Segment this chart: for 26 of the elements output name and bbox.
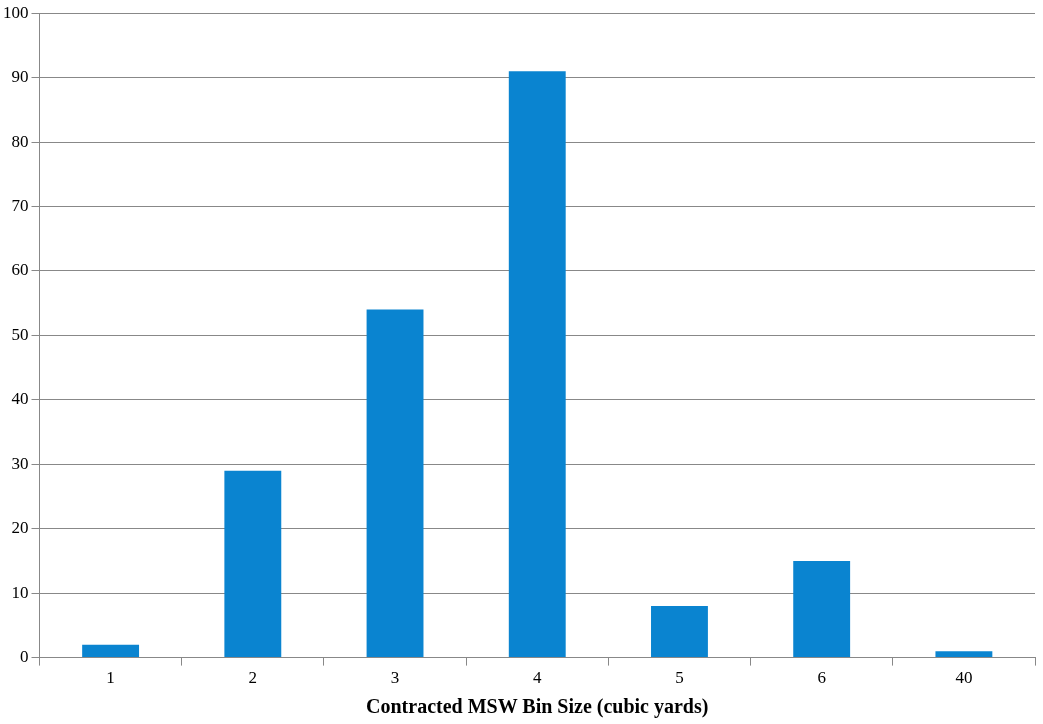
y-tick-label: 10 [11, 582, 29, 602]
y-tick-label: 50 [11, 324, 29, 344]
y-tick-label: 40 [11, 389, 29, 409]
bar [793, 560, 851, 658]
x-tick-label: 2 [248, 668, 258, 688]
x-axis-title: Contracted MSW Bin Size (cubic yards) [366, 695, 709, 719]
y-tick-label: 70 [11, 195, 29, 215]
x-tick-label: 6 [817, 668, 826, 688]
y-tick-label: 60 [11, 260, 29, 280]
bar [935, 651, 993, 658]
bar [224, 470, 282, 658]
bar [651, 606, 708, 658]
y-tick-label: 80 [11, 131, 29, 151]
x-tick-label: 4 [533, 668, 542, 688]
x-tick-label: 5 [675, 668, 684, 688]
x-tick-label: 3 [390, 668, 400, 688]
y-tick-label: 90 [11, 67, 29, 87]
y-tick-label: 100 [3, 2, 29, 22]
bar [366, 309, 424, 658]
y-tick-label: 0 [20, 647, 29, 667]
x-tick-label: 1 [106, 668, 115, 688]
bar [82, 644, 140, 658]
y-tick-label: 30 [11, 453, 29, 473]
y-tick-label: 20 [11, 518, 29, 538]
x-tick-label: 40 [955, 668, 973, 688]
bar [508, 71, 566, 658]
